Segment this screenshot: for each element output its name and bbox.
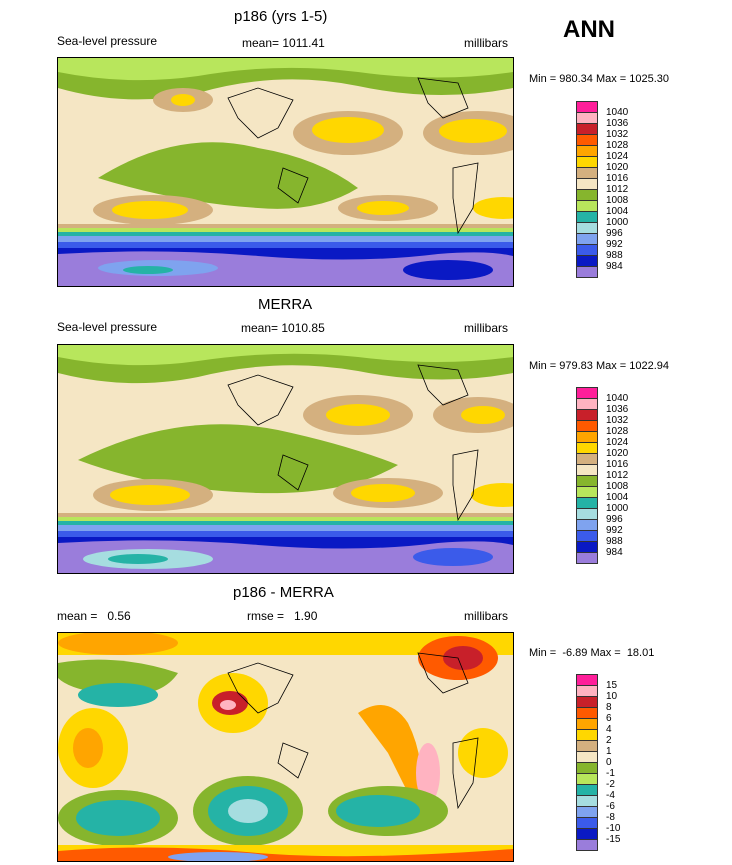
panel2-legend-label: 1000 (606, 503, 629, 514)
panel1-legend-label: 1032 (606, 129, 629, 140)
panel3-rmse: rmse = 1.90 (247, 609, 318, 623)
panel3-legend-label: 4 (606, 724, 612, 735)
panel3-map (57, 632, 514, 862)
panel2-legend-label: 1012 (606, 470, 629, 481)
panel3-legend-label: -6 (606, 801, 615, 812)
panel1-legend-label: 1000 (606, 217, 629, 228)
panel1-legend-swatch (576, 266, 598, 278)
panel1-legend-label: 1028 (606, 140, 629, 151)
panel2-legend-label: 996 (606, 514, 623, 525)
panel2-contour-plot (58, 345, 513, 573)
panel3-legend-label: 10 (606, 691, 618, 702)
panel1-legend-label: 1008 (606, 195, 629, 206)
panel2-legend-label: 1032 (606, 415, 629, 426)
panel2-legend-label: 1016 (606, 459, 629, 470)
panel3-contour-plot (58, 633, 513, 861)
panel3-legend-label: 0 (606, 757, 612, 768)
panel1-map (57, 57, 514, 287)
panel3-legend-label: 1 (606, 746, 612, 757)
panel1-legend-label: 1036 (606, 118, 629, 129)
panel2-legend-label: 1036 (606, 404, 629, 415)
panel2-title: MERRA (258, 296, 313, 313)
panel3-legend-label: 2 (606, 735, 612, 746)
panel1-legend-label: 988 (606, 250, 623, 261)
panel1-legend-label: 992 (606, 239, 623, 250)
panel3-legend-label: -1 (606, 768, 615, 779)
panel1-minmax: Min = 980.34 Max = 1025.30 (529, 73, 670, 85)
panel1-legend-label: 1016 (606, 173, 629, 184)
panel1-legend-label: 1012 (606, 184, 629, 195)
panel3-legend-label: 15 (606, 680, 618, 691)
panel1-legend-label: 996 (606, 228, 623, 239)
panel1-legend-label: 1024 (606, 151, 629, 162)
panel3-legend-swatch (576, 839, 598, 851)
panel1-mean: mean= 1011.41 (242, 36, 325, 50)
panel3-minmax: Min = -6.89 Max = 18.01 (529, 647, 655, 659)
panel2-legend-label: 1008 (606, 481, 629, 492)
panel3-legend-label: -15 (606, 834, 621, 845)
panel2-legend-swatch (576, 552, 598, 564)
panel3-mean: mean = 0.56 (57, 609, 131, 623)
panel1-legend-label: 1004 (606, 206, 629, 217)
panel2-minmax: Min = 979.83 Max = 1022.94 (529, 360, 670, 372)
panel1-legend-label: 984 (606, 261, 623, 272)
panel1-units: millibars (464, 36, 509, 50)
panel3-title: p186 - MERRA (233, 584, 334, 601)
panel1-legend-label: 1040 (606, 107, 629, 118)
panel2-legend-label: 992 (606, 525, 623, 536)
panel3-legend-label: -10 (606, 823, 621, 834)
panel1-variable: Sea-level pressure (57, 34, 158, 48)
panel2-legend-label: 1028 (606, 426, 629, 437)
panel3-legend-label: -8 (606, 812, 615, 823)
panel2-mean: mean= 1010.85 (241, 321, 325, 335)
panel2-legend-label: 1040 (606, 393, 629, 404)
panel3-legend-label: 8 (606, 702, 612, 713)
panel3-legend-label: 6 (606, 713, 612, 724)
panel2-units: millibars (464, 321, 509, 335)
panel1-contour-plot (58, 58, 513, 286)
panel2-legend-label: 984 (606, 547, 623, 558)
panel2-map (57, 344, 514, 574)
panel2-legend-label: 1020 (606, 448, 629, 459)
panel2-legend-label: 988 (606, 536, 623, 547)
panel3-legend-label: -4 (606, 790, 615, 801)
panel2-legend-label: 1004 (606, 492, 629, 503)
panel3-units: millibars (464, 609, 509, 623)
annual-label: ANN (563, 16, 615, 43)
panel3-legend-label: -2 (606, 779, 615, 790)
panel1-title: p186 (yrs 1-5) (234, 8, 328, 25)
panel1-legend-label: 1020 (606, 162, 629, 173)
panel2-legend-label: 1024 (606, 437, 629, 448)
panel2-variable: Sea-level pressure (57, 320, 158, 334)
